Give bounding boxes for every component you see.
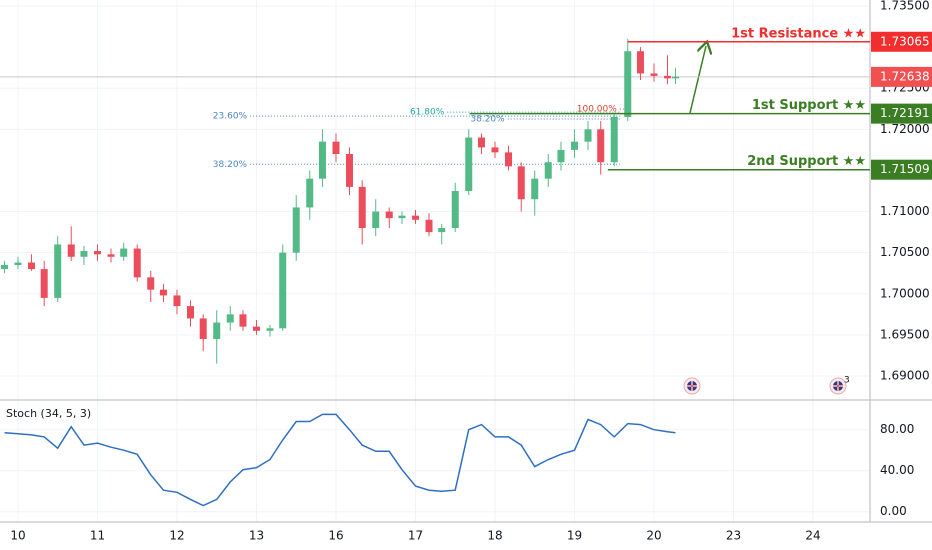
- price-box: [871, 31, 932, 52]
- y-tick-label: 80.00: [880, 422, 914, 436]
- fib-label: 38.20%: [470, 114, 505, 124]
- x-tick-label: 23: [726, 529, 741, 543]
- candle-body: [226, 314, 234, 323]
- candle-body: [438, 227, 446, 233]
- y-tick-label: 1.71000: [880, 204, 930, 218]
- candle-body: [279, 252, 287, 329]
- y-tick-label: 1.70500: [880, 245, 930, 259]
- candle-body: [107, 254, 115, 257]
- candle-body: [239, 314, 247, 327]
- y-tick-label: 1.70000: [880, 286, 930, 300]
- y-tick-label: 1.73500: [880, 0, 930, 13]
- candle-body: [398, 215, 406, 219]
- candle-body: [306, 178, 314, 208]
- projection-arrow: [689, 46, 706, 114]
- x-tick-label: 16: [328, 529, 343, 543]
- flag-icon: [829, 377, 847, 395]
- price-box: [871, 103, 932, 124]
- candle-body: [332, 141, 340, 154]
- fib-label: 38.20%: [213, 160, 248, 170]
- candle-body: [544, 162, 552, 179]
- fib-label: 100.00%: [577, 105, 617, 115]
- x-tick-label: 18: [487, 529, 502, 543]
- candle-body: [491, 147, 499, 153]
- price-box-label: 1.71509: [880, 162, 930, 176]
- stoch-line: [4, 413, 676, 507]
- candle-body: [133, 248, 141, 278]
- candle-body: [372, 211, 380, 228]
- y-tick-label: 40.00: [880, 463, 914, 477]
- candle-body: [345, 153, 353, 187]
- price-box: [871, 66, 932, 87]
- candle-body: [147, 277, 155, 290]
- y-tick-label: 1.69000: [880, 368, 930, 382]
- x-tick-label: 24: [805, 529, 820, 543]
- x-tick-label: 17: [408, 529, 423, 543]
- candle-body: [650, 73, 658, 76]
- price-box-label: 1.72638: [880, 69, 930, 83]
- price-box-label: 1.72191: [880, 106, 930, 120]
- y-tick-label: 1.72000: [880, 122, 930, 136]
- candle-body: [266, 328, 274, 331]
- y-tick-label: 1.69500: [880, 327, 930, 341]
- candle-body: [252, 326, 260, 331]
- candle-body: [199, 318, 207, 339]
- fib-label: 23.60%: [213, 112, 248, 122]
- x-tick-label: 13: [249, 529, 264, 543]
- x-tick-label: 19: [567, 529, 582, 543]
- candle-body: [557, 149, 565, 163]
- candle-body: [671, 76, 679, 79]
- level-label: 2nd Support ★★: [747, 154, 866, 169]
- candle-body: [0, 264, 8, 270]
- candle-body: [610, 116, 618, 163]
- candle-body: [159, 289, 167, 296]
- candle-body: [597, 129, 605, 163]
- candle-body: [40, 269, 48, 298]
- price-box-label: 1.73065: [880, 34, 930, 48]
- candle-body: [318, 141, 326, 179]
- candle-body: [14, 262, 22, 265]
- candle-body: [425, 219, 433, 233]
- fib-label: 61.80%: [410, 108, 445, 118]
- event-badge: 3: [844, 376, 850, 386]
- indicator-title: Stoch (34, 5, 3): [6, 407, 91, 420]
- x-tick-label: 20: [646, 529, 661, 543]
- candle-body: [570, 141, 578, 150]
- candle-body: [385, 211, 393, 219]
- candle-body: [636, 51, 644, 74]
- level-label: 1st Support ★★: [752, 98, 866, 113]
- flag-icon: [683, 377, 701, 395]
- y-tick-label: 0.00: [880, 504, 907, 518]
- candle-body: [584, 129, 592, 142]
- candle-body: [173, 295, 181, 307]
- x-tick-label: 12: [169, 529, 184, 543]
- candle-body: [411, 215, 419, 220]
- candle-body: [27, 262, 35, 270]
- candle-body: [186, 306, 194, 319]
- candle-body: [664, 75, 672, 79]
- candle-body: [517, 166, 525, 200]
- candle-body: [67, 244, 75, 257]
- candle-body: [80, 251, 88, 257]
- level-label: 1st Resistance ★★: [731, 26, 866, 41]
- candle-body: [93, 251, 101, 255]
- candle-body: [477, 137, 485, 148]
- x-tick-label: 11: [90, 529, 105, 543]
- candle-body: [292, 207, 300, 253]
- candle-body: [120, 248, 128, 257]
- candle-body: [451, 190, 459, 228]
- candle-body: [358, 186, 366, 228]
- x-tick-label: 10: [10, 529, 25, 543]
- candle-body: [505, 152, 513, 167]
- candle-body: [531, 178, 539, 200]
- candle-body: [213, 322, 221, 339]
- candle-body: [465, 137, 473, 191]
- candle-body: [54, 244, 62, 298]
- candle-body: [624, 51, 632, 117]
- price-box: [871, 159, 932, 180]
